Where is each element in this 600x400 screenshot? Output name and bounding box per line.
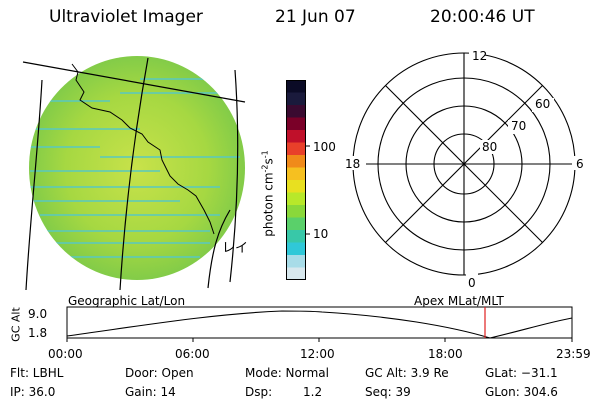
colorbar-band: [286, 205, 306, 218]
polar-dial: [344, 50, 584, 284]
footer-ip: IP: 36.0: [10, 385, 56, 399]
time-label: 20:00:46 UT: [430, 7, 535, 27]
colorbar-band: [286, 267, 306, 281]
coastline: [71, 63, 215, 235]
colorbar-band: [286, 255, 306, 268]
lat-70-label: 70: [511, 119, 527, 133]
mlt-12-label: 12: [472, 49, 488, 63]
colorbar-ticks: [306, 145, 310, 235]
date-label: 21 Jun 07: [275, 7, 356, 27]
xtick-0000: 00:00: [48, 347, 83, 361]
colorbar-band: [286, 130, 306, 143]
footer-door: Door: Open: [125, 366, 194, 380]
colorbar-band: [286, 155, 306, 168]
colorbar-band: [286, 180, 306, 193]
colorbar: [286, 80, 306, 281]
footer-seq: Seq: 39: [365, 385, 411, 399]
graticule-lines: [22, 57, 246, 291]
colorbar-band: [286, 117, 306, 131]
xtick-2359: 23:59: [556, 347, 591, 361]
instrument-title: Ultraviolet Imager: [49, 7, 203, 27]
xtick-1200: 12:00: [300, 347, 335, 361]
earth-image-panel: レイ: [22, 56, 248, 291]
altitude-ymin: 1.8: [28, 326, 48, 340]
colorbar-gradient: [286, 80, 306, 281]
caption-apex: Apex MLat/MLT: [414, 294, 504, 308]
lat-80-label: 80: [482, 140, 498, 154]
altitude-ylabel: GC Alt: [9, 307, 23, 342]
colorbar-band: [286, 192, 306, 206]
footer-dsp: Dsp:: [245, 385, 273, 399]
altitude-ymax: 9.0: [28, 307, 48, 321]
colorbar-band: [286, 105, 306, 118]
colorbar-tick-10: 10: [313, 227, 329, 241]
footer-glat: GLat: −31.1: [485, 366, 558, 380]
mlt-6-label: 6: [576, 157, 584, 171]
footer-gain: Gain: 14: [125, 385, 176, 399]
xtick-0600: 06:00: [175, 347, 210, 361]
earth-disk: [29, 56, 245, 280]
colorbar-band: [286, 92, 306, 106]
colorbar-band: [286, 242, 306, 256]
altitude-plot: [66, 306, 573, 342]
colorbar-band: [286, 230, 306, 243]
annotation-text: レイ: [222, 241, 248, 256]
footer-flt: Flt: LBHL: [10, 366, 64, 380]
footer-glon: GLon: 304.6: [485, 385, 558, 399]
altitude-curve: [66, 310, 573, 339]
colorbar-tick-100: 100: [313, 140, 336, 154]
caption-geographic: Geographic Lat/Lon: [68, 294, 186, 308]
footer-gcalt: GC Alt: 3.9 Re: [365, 366, 449, 380]
colorbar-band: [286, 142, 306, 156]
colorbar-unit-label: photon cm-2s-1: [260, 150, 276, 237]
lat-60-label: 60: [535, 97, 551, 111]
mlt-18-label: 18: [345, 157, 361, 171]
colorbar-band: [286, 80, 306, 93]
footer-dsp-value: 1.2: [303, 385, 323, 399]
colorbar-frame: [286, 80, 306, 280]
colorbar-band: [286, 217, 306, 231]
xtick-1800: 18:00: [428, 347, 463, 361]
footer-mode: Mode: Normal: [245, 366, 329, 380]
colorbar-band: [286, 167, 306, 181]
mlt-0-label: 0: [468, 276, 476, 290]
